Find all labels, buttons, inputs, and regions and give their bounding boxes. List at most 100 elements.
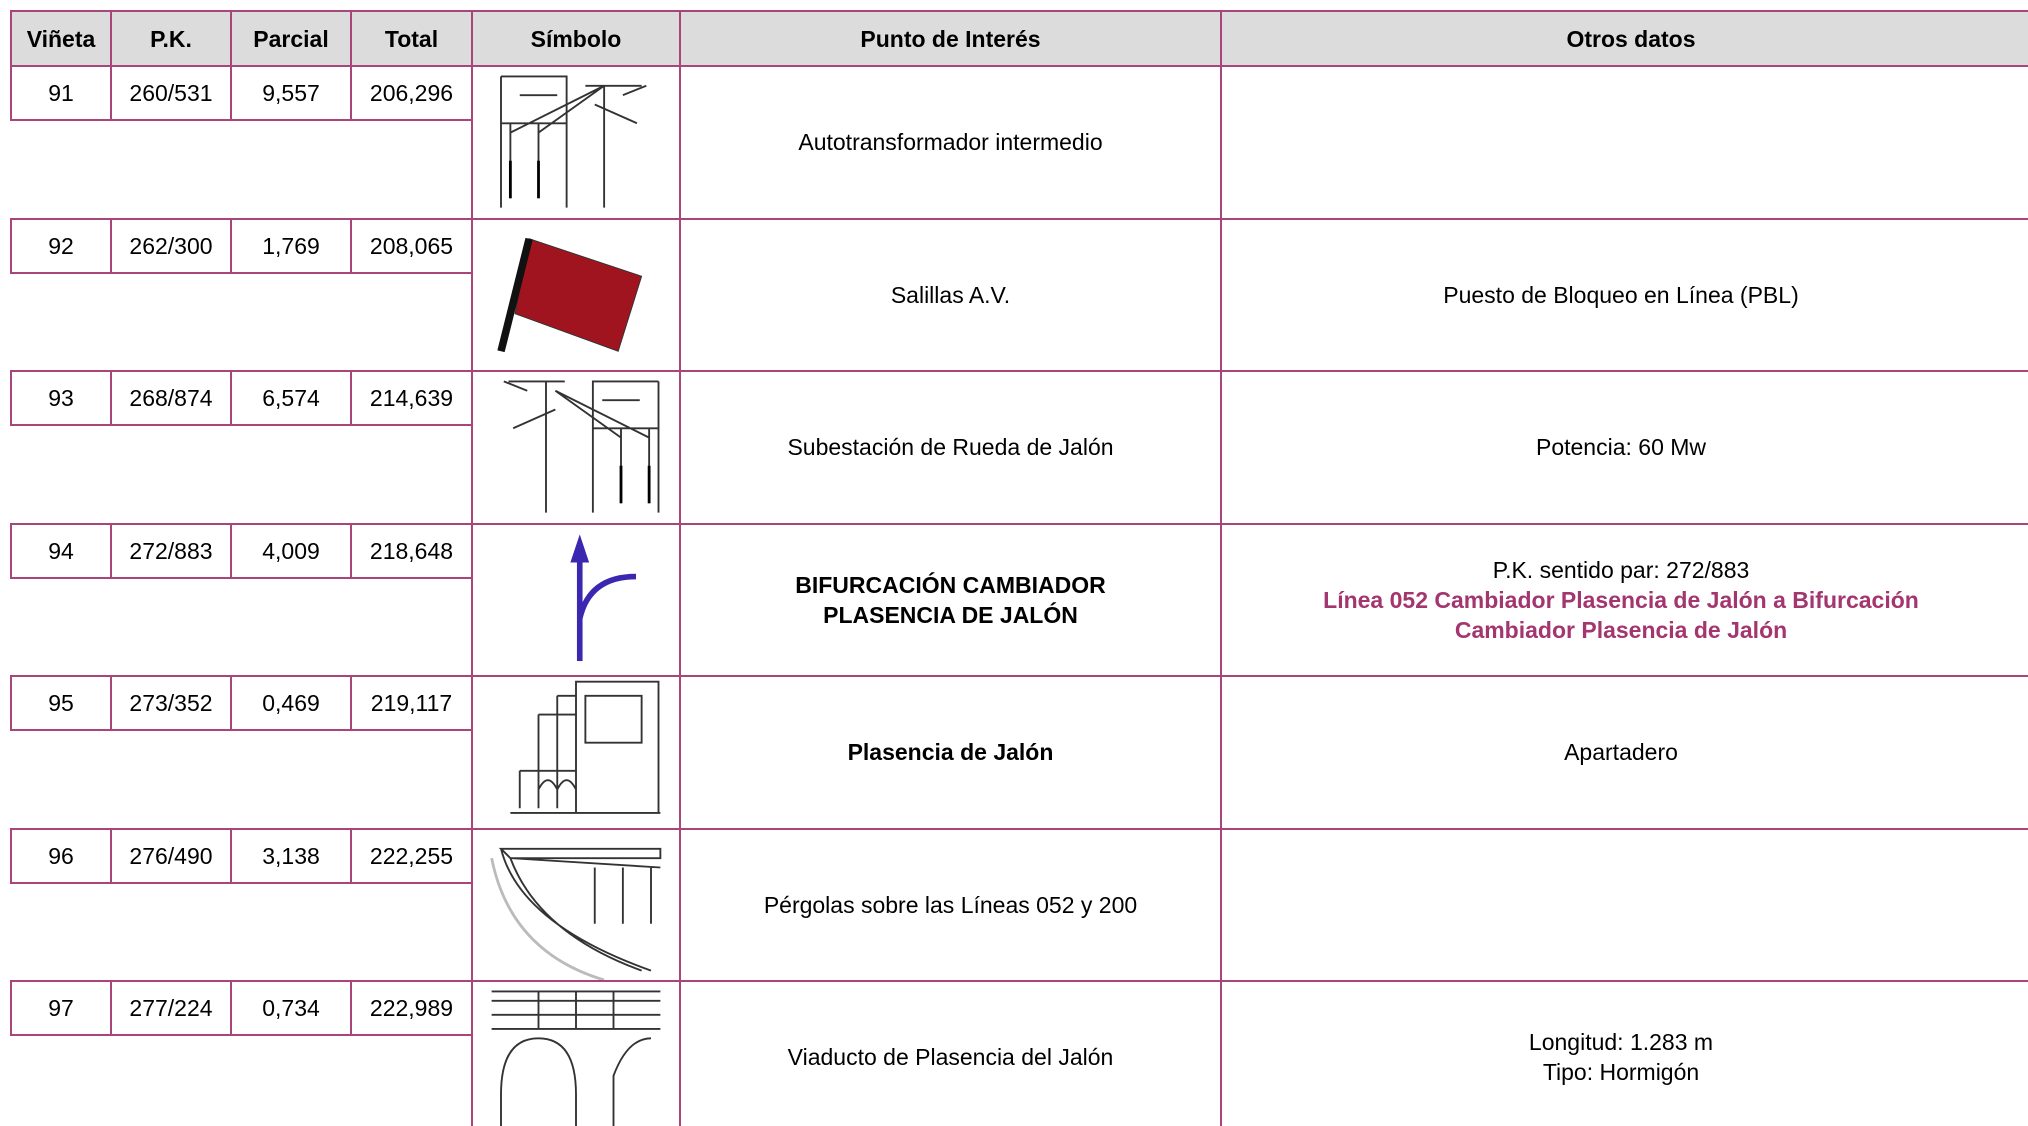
total-text: 218,648 <box>369 537 454 564</box>
otros-text: Puesto de Bloqueo en Línea (PBL) <box>1443 281 1799 308</box>
otros-text: Cambiador Plasencia de Jalón <box>1454 616 1788 643</box>
cell-parcial: 3,138 <box>230 827 352 884</box>
otros-cell: Potencia: 60 Mw <box>1220 370 2028 525</box>
vineta-text: 96 <box>48 842 74 869</box>
cell-pk: 276/490 <box>110 827 232 884</box>
header-cell: Parcial <box>230 10 352 67</box>
symbol-cell <box>471 65 681 220</box>
header-cell: Total <box>350 10 473 67</box>
cell-total: 219,117 <box>350 675 473 731</box>
cell-total: 218,648 <box>350 522 473 579</box>
total-text: 208,065 <box>369 232 454 259</box>
pk-text: 260/531 <box>129 80 213 106</box>
header-text: P.K. <box>150 25 192 52</box>
header-cell: P.K. <box>110 10 232 67</box>
vineta-text: 93 <box>48 385 74 411</box>
cell-parcial: 0,734 <box>230 980 352 1036</box>
punto-cell: Pérgolas sobre las Líneas 052 y 200 <box>679 827 1222 982</box>
cell-pk: 260/531 <box>110 65 232 121</box>
header-text: Total <box>384 25 439 52</box>
header-text: Parcial <box>253 25 329 52</box>
cell-parcial: 9,557 <box>230 65 352 121</box>
punto-cell: Autotransformador intermedio <box>679 65 1222 220</box>
header-cell: Viñeta <box>10 10 112 67</box>
cell-total: 206,296 <box>350 65 473 121</box>
symbol-cell <box>471 675 681 830</box>
punto-text: Viaducto de Plasencia del Jalón <box>787 1044 1114 1071</box>
otros-cell: Apartadero <box>1220 675 2028 830</box>
punto-cell: Salillas A.V. <box>679 217 1222 372</box>
otros-cell: Puesto de Bloqueo en Línea (PBL) <box>1220 217 2028 372</box>
otros-cell: Longitud: 1.283 m Tipo: Hormigón <box>1220 980 2028 1126</box>
pk-text: 272/883 <box>129 537 213 564</box>
punto-text: Pérgolas sobre las Líneas 052 y 200 <box>763 891 1138 918</box>
pk-text: 277/224 <box>129 995 213 1021</box>
header-cell: Símbolo <box>471 10 681 67</box>
symbol-icon <box>570 534 637 661</box>
cell-vineta: 97 <box>10 980 112 1036</box>
otros-text: Longitud: 1.283 m <box>1528 1029 1714 1056</box>
vineta-text: 95 <box>48 690 74 716</box>
symbol-cell <box>471 980 681 1126</box>
cell-vineta: 94 <box>10 522 112 579</box>
symbol-icon <box>490 847 662 980</box>
otros-text: Línea 052 Cambiador Plasencia de Jalón a… <box>1323 586 1919 613</box>
vineta-text: 94 <box>48 537 74 564</box>
cell-pk: 273/352 <box>110 675 232 731</box>
header-cell: Otros datos <box>1220 10 2028 67</box>
otros-text: P.K. sentido par: 272/883 <box>1492 556 1750 583</box>
cell-vineta: 91 <box>10 65 112 121</box>
symbol-cell <box>471 522 681 677</box>
parcial-text: 4,009 <box>262 537 320 564</box>
punto-text: Salillas A.V. <box>890 281 1011 308</box>
cell-parcial: 1,769 <box>230 217 352 274</box>
vineta-text: 91 <box>48 80 74 106</box>
total-text: 222,989 <box>369 995 454 1021</box>
cell-vineta: 96 <box>10 827 112 884</box>
otros-text: Tipo: Hormigón <box>1542 1059 1700 1086</box>
cell-total: 214,639 <box>350 370 473 426</box>
total-text: 206,296 <box>369 80 454 106</box>
cell-vineta: 95 <box>10 675 112 731</box>
punto-cell: Subestación de Rueda de Jalón <box>679 370 1222 525</box>
symbol-cell <box>471 827 681 982</box>
punto-text: Subestación de Rueda de Jalón <box>787 434 1114 461</box>
symbol-cell <box>471 370 681 525</box>
cell-pk: 262/300 <box>110 217 232 274</box>
header-cell: Punto de Interés <box>679 10 1222 67</box>
punto-text: BIFURCACIÓN CAMBIADOR <box>795 571 1106 598</box>
total-text: 222,255 <box>369 842 454 869</box>
parcial-text: 0,734 <box>262 995 320 1021</box>
pk-text: 276/490 <box>129 842 213 869</box>
vineta-text: 97 <box>48 995 74 1021</box>
cell-pk: 268/874 <box>110 370 232 426</box>
cell-total: 208,065 <box>350 217 473 274</box>
otros-cell: P.K. sentido par: 272/883 Línea 052 Cambi… <box>1220 522 2028 677</box>
symbol-cell <box>471 217 681 372</box>
pk-text: 262/300 <box>129 232 213 259</box>
pk-text: 268/874 <box>129 385 213 411</box>
parcial-text: 0,469 <box>262 690 320 716</box>
parcial-text: 9,557 <box>262 80 320 106</box>
cell-total: 222,989 <box>350 980 473 1036</box>
symbol-icon <box>491 990 661 1126</box>
cell-vineta: 92 <box>10 217 112 274</box>
header-text: Símbolo <box>530 25 622 52</box>
punto-text: PLASENCIA DE JALÓN <box>823 601 1078 628</box>
otros-cell <box>1220 827 2028 982</box>
cell-total: 222,255 <box>350 827 473 884</box>
cell-parcial: 4,009 <box>230 522 352 579</box>
punto-cell: BIFURCACIÓN CAMBIADOR PLASENCIA DE JALÓN <box>679 522 1222 677</box>
total-text: 219,117 <box>370 690 453 716</box>
cell-pk: 277/224 <box>110 980 232 1036</box>
otros-cell <box>1220 65 2028 220</box>
header-text: Viñeta <box>26 25 96 52</box>
total-text: 214,639 <box>369 385 454 411</box>
vineta-text: 92 <box>48 232 74 259</box>
symbol-icon <box>500 75 647 208</box>
cell-pk: 272/883 <box>110 522 232 579</box>
header-text: Otros datos <box>1566 25 1696 52</box>
symbol-icon <box>503 380 660 513</box>
cell-parcial: 0,469 <box>230 675 352 731</box>
